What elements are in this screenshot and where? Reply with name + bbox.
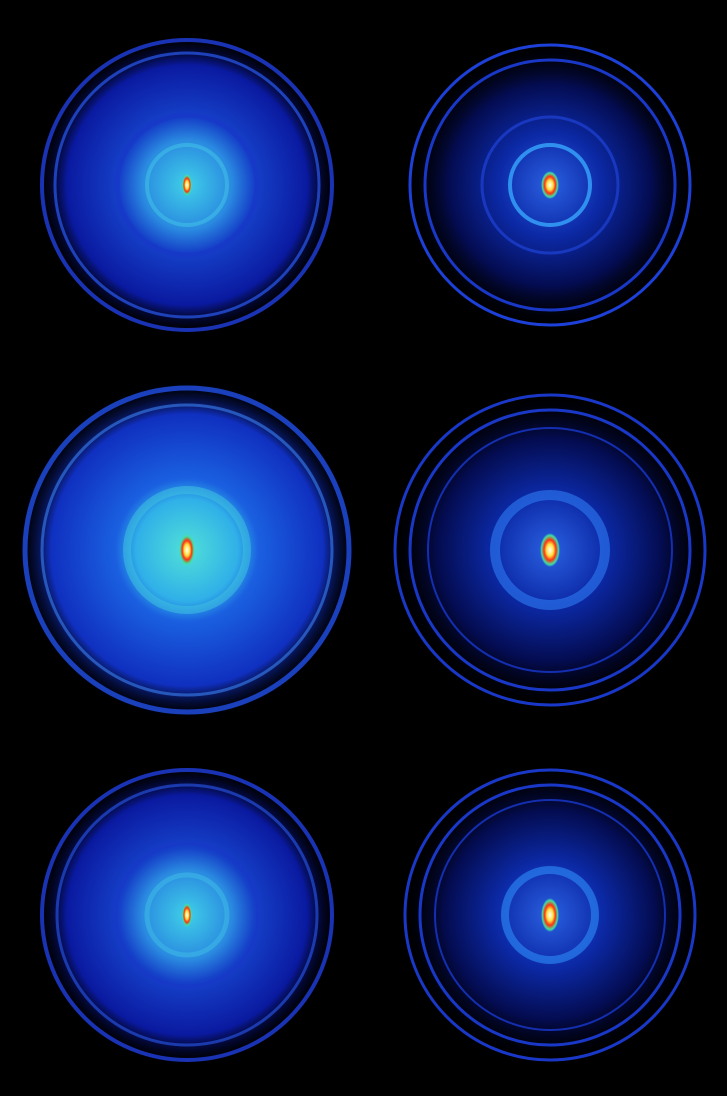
panel-right-top: [405, 40, 695, 330]
panel-left-top: [37, 35, 337, 335]
panel-left-middle: [17, 380, 357, 720]
panel-right-middle: [390, 390, 710, 710]
panel-right-bottom: [400, 765, 700, 1065]
page: [0, 0, 727, 1096]
image: [0, 0, 727, 1096]
panel-left-bottom: [37, 765, 337, 1065]
